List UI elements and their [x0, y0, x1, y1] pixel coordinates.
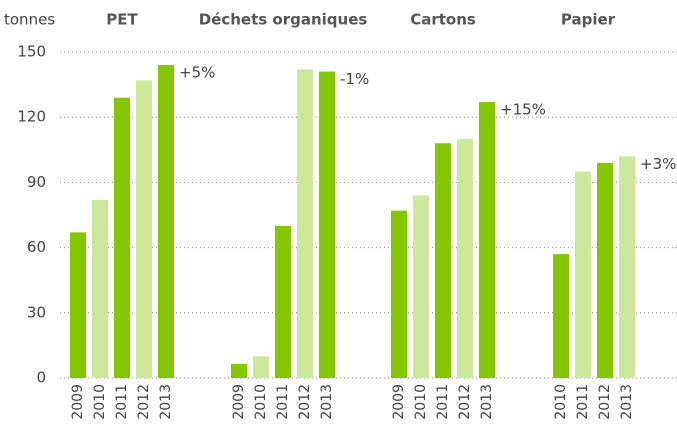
bar	[114, 97, 130, 378]
x-tick-label: 2010	[253, 384, 269, 420]
bar	[231, 363, 247, 378]
change-label: +15%	[500, 100, 546, 118]
x-tick-label: 2012	[597, 384, 613, 420]
change-label: +3%	[640, 155, 676, 173]
x-tick-label: 2011	[275, 384, 291, 420]
x-tick-label: 2009	[70, 384, 86, 420]
bar	[70, 232, 86, 378]
x-tick-label: 2013	[619, 384, 635, 420]
bar	[297, 69, 313, 379]
x-tick-label: 2012	[457, 384, 473, 420]
x-tick-label: 2012	[297, 384, 313, 420]
bar	[275, 225, 291, 378]
bar	[92, 199, 108, 378]
bar	[597, 162, 613, 378]
y-tick-label: 30	[27, 303, 46, 321]
x-tick-label: 2013	[319, 384, 335, 420]
bar	[619, 156, 635, 378]
change-label: -1%	[340, 70, 369, 88]
x-tick-label: 2012	[136, 384, 152, 420]
x-tick-label: 2010	[413, 384, 429, 420]
x-tick-label: 2010	[553, 384, 569, 420]
x-tick-label: 2011	[114, 384, 130, 420]
y-axis-label: tonnes	[4, 11, 55, 29]
group-title: Déchets organiques	[199, 11, 368, 29]
x-tick-label: 2009	[231, 384, 247, 420]
y-tick-label: 0	[36, 369, 46, 387]
bar	[253, 356, 269, 378]
bar	[158, 65, 174, 378]
x-tick-label: 2011	[575, 384, 591, 420]
x-tick-label: 2011	[435, 384, 451, 420]
group-title: Cartons	[410, 11, 476, 29]
y-tick-label: 90	[27, 173, 46, 191]
bar	[413, 195, 429, 378]
y-tick-label: 150	[17, 43, 46, 61]
bar	[553, 254, 569, 378]
change-label: +5%	[179, 64, 215, 82]
bar	[136, 80, 152, 379]
y-tick-label: 60	[27, 238, 46, 256]
y-tick-label: 120	[17, 108, 46, 126]
x-tick-label: 2013	[158, 384, 174, 420]
group-title: Papier	[561, 11, 616, 29]
bar	[319, 71, 335, 378]
bar	[391, 210, 407, 378]
bar	[479, 101, 495, 378]
bar	[457, 138, 473, 378]
bar	[575, 171, 591, 378]
x-tick-label: 2009	[391, 384, 407, 420]
bar	[435, 143, 451, 378]
group-title: PET	[106, 11, 138, 29]
x-tick-label: 2013	[479, 384, 495, 420]
x-tick-label: 2010	[92, 384, 108, 420]
